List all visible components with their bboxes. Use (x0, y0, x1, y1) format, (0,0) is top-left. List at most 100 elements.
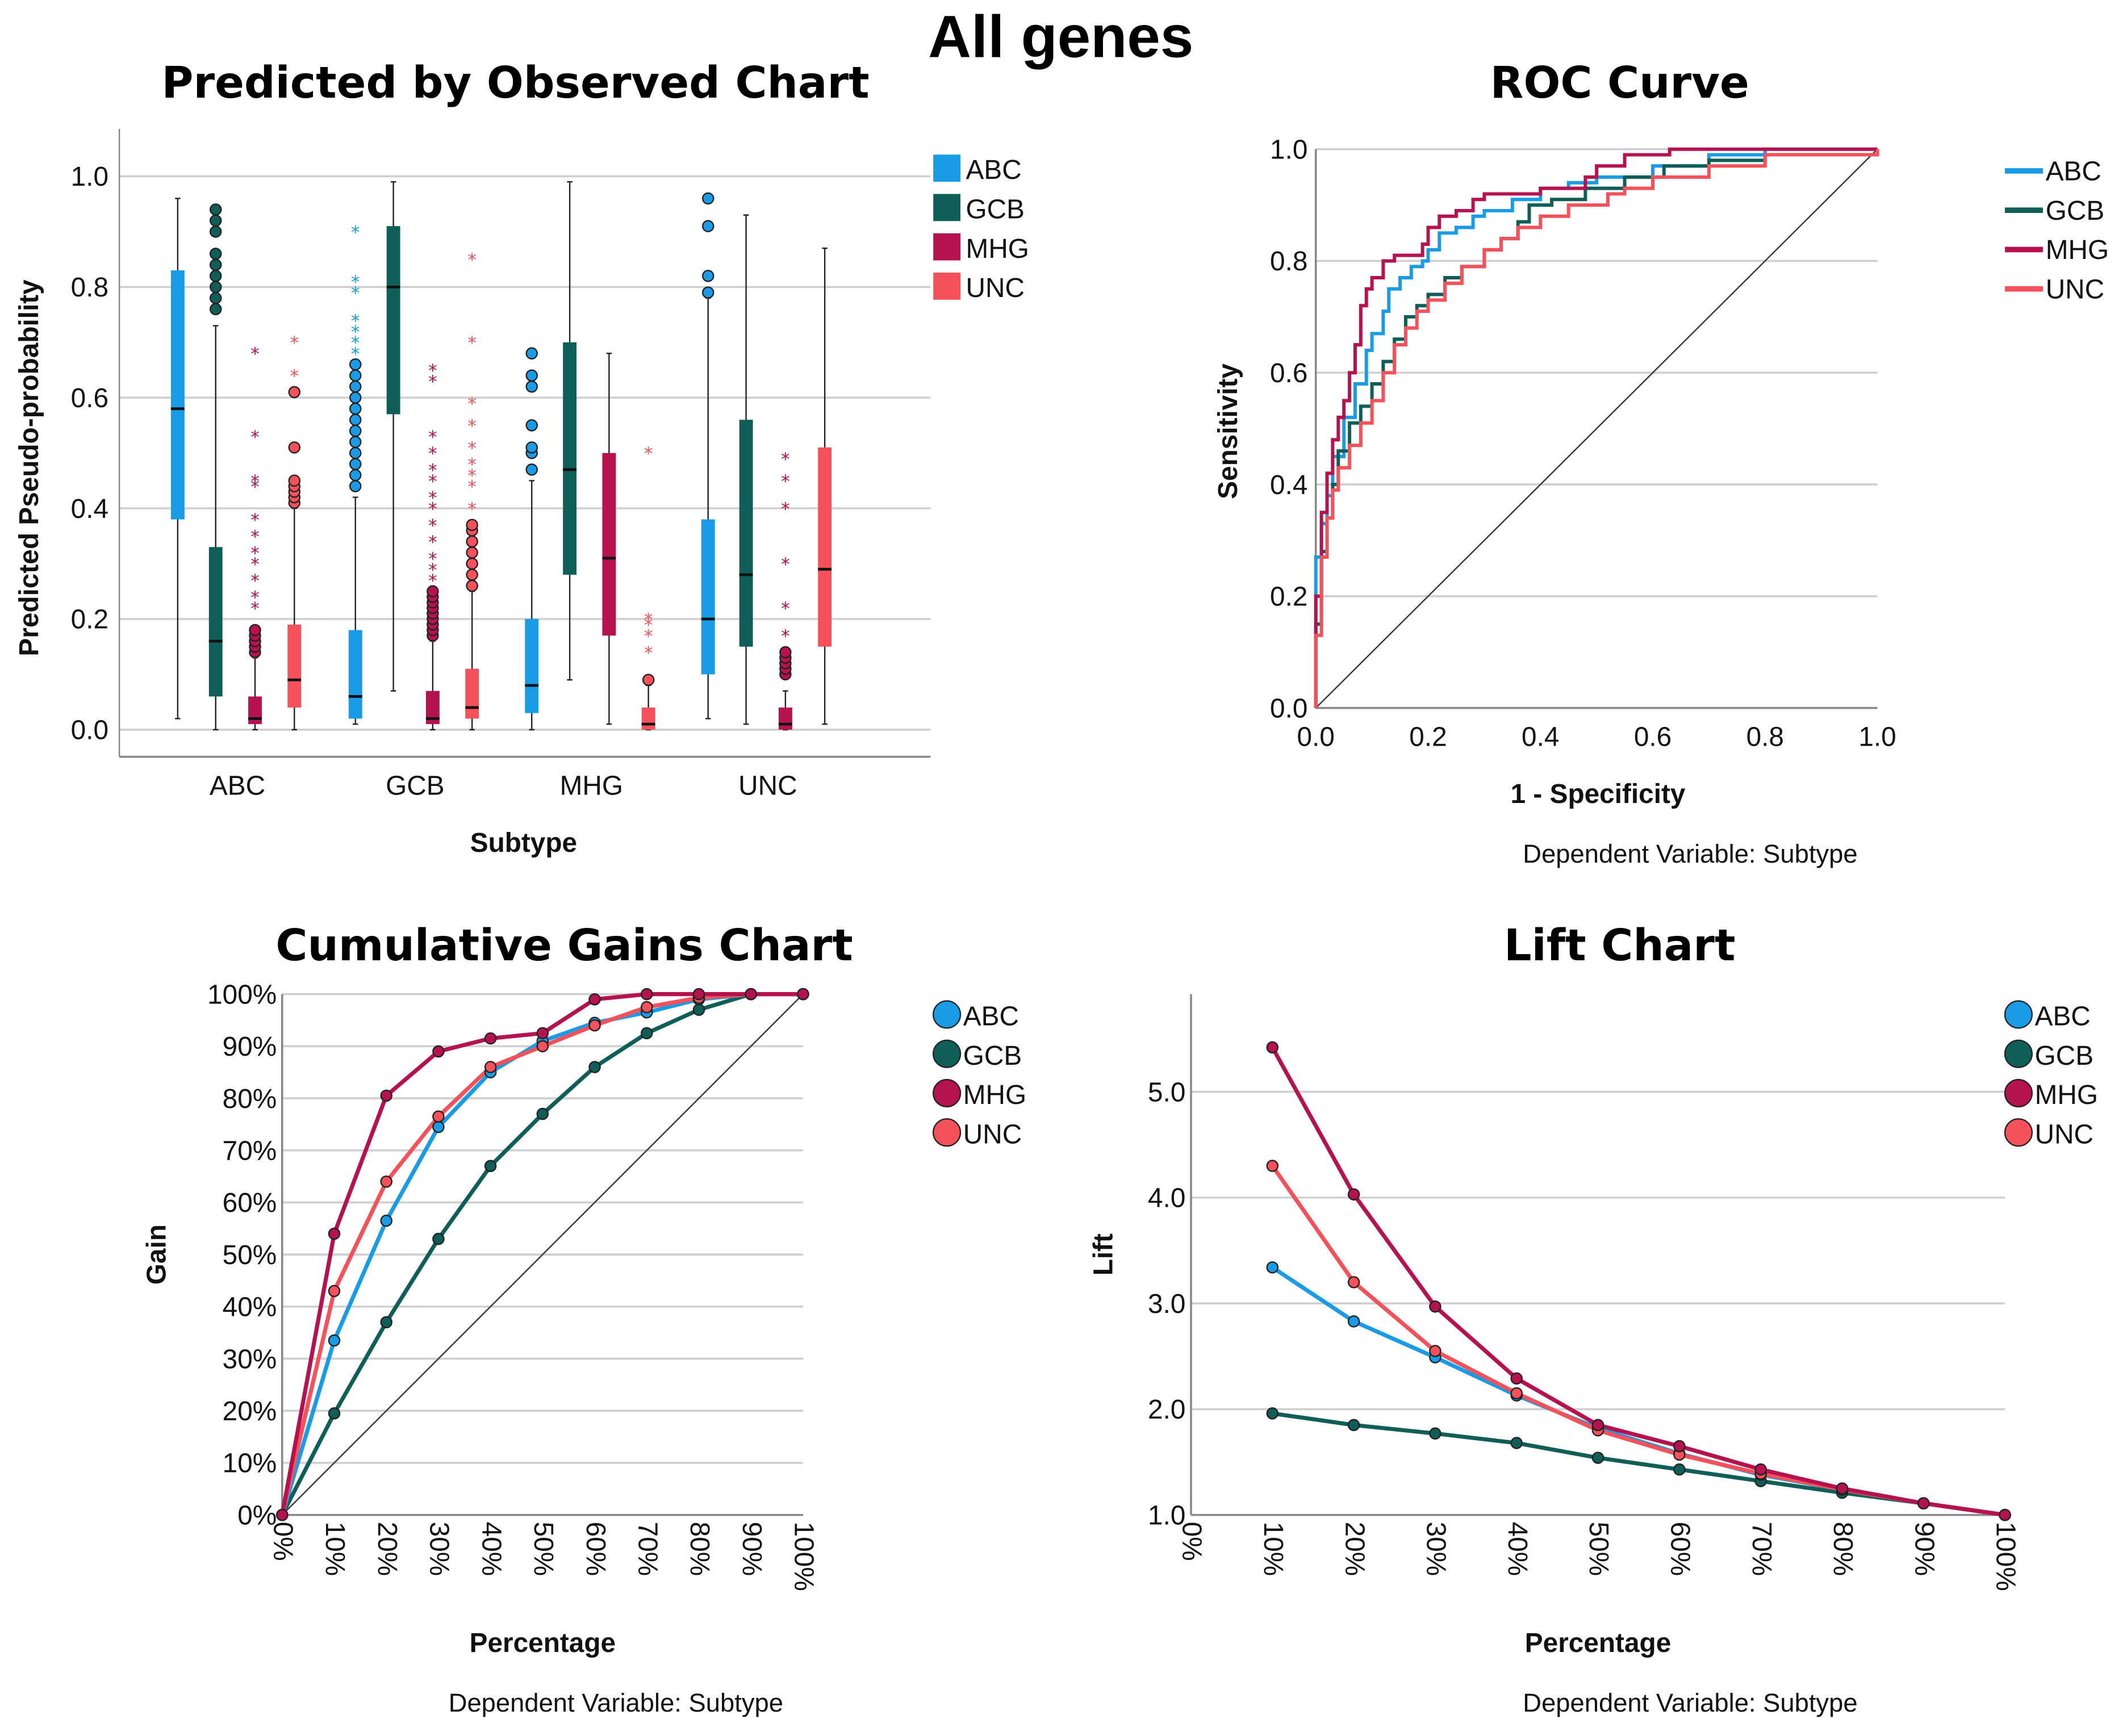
extreme-point: * (250, 555, 260, 575)
extreme-point: * (351, 273, 360, 293)
chart-title: Lift Chart (1504, 921, 1735, 971)
legend-swatch-UNC (2004, 1118, 2033, 1147)
gain-point-MHG (536, 1027, 549, 1040)
legend-swatch-UNC (933, 1118, 962, 1147)
x-tick-label: 0.2 (1409, 722, 1447, 752)
box-GCB (739, 420, 753, 647)
y-tick-label: 0.4 (71, 494, 108, 524)
y-tick-label: 20% (223, 1396, 277, 1427)
outlier-point (349, 468, 362, 482)
outlier-point (349, 424, 362, 437)
outlier-point (349, 402, 362, 415)
box-MHG (425, 691, 440, 725)
box-UNC (287, 624, 302, 708)
lift-line-MHG (1271, 1046, 2005, 1517)
box-ABC (701, 519, 715, 675)
lift-point-MHG (1510, 1372, 1523, 1385)
outlier-point (349, 446, 362, 459)
y-tick-label: 30% (223, 1344, 277, 1374)
gain-point-GCB (380, 1316, 392, 1329)
outlier-point (210, 225, 222, 238)
lift-point-MHG (1347, 1188, 1360, 1201)
y-tick-label: 2.0 (1148, 1395, 1185, 1425)
y-axis-title: Sensitivity (1213, 363, 1243, 499)
outlier-point (210, 281, 222, 294)
x-axis-title: Percentage (1525, 1628, 1671, 1658)
legend-label-UNC: UNC (2035, 1119, 2093, 1149)
lift-point-MHG (1836, 1482, 1849, 1495)
outlier-point (210, 270, 222, 282)
outlier-point (466, 518, 478, 532)
outlier-point (210, 214, 222, 227)
x-tick-label: 80% (1828, 1522, 1858, 1576)
outlier-point (701, 192, 714, 205)
outlier-point (525, 380, 538, 393)
legend-label-ABC: ABC (966, 155, 1022, 185)
extreme-point: * (250, 344, 260, 365)
box-ABC (170, 270, 185, 520)
roc-chart: ROC Curve 0.0 0.2 0.4 0.6 0.8 1.0 0.0 0.2 0.4 0.6 0… (1213, 58, 2109, 868)
outlier-point (210, 203, 222, 216)
extreme-point: * (428, 488, 437, 509)
lift-point-GCB (1429, 1427, 1441, 1440)
y-axis-title: Lift (1088, 1233, 1118, 1275)
extreme-point: * (428, 372, 437, 392)
gain-point-ABC (380, 1214, 392, 1227)
outlier-point (525, 419, 538, 432)
gain-point-GCB (641, 1027, 653, 1040)
gain-point-GCB (432, 1232, 445, 1245)
lift-point-UNC (1347, 1276, 1360, 1289)
extreme-point: * (467, 466, 477, 487)
extreme-point: * (250, 588, 260, 608)
extreme-point: * (781, 599, 790, 619)
legend-label-GCB: GCB (2035, 1041, 2093, 1071)
legend-label-ABC: ABC (2035, 1002, 2091, 1032)
gain-point-UNC (484, 1061, 497, 1073)
legend-label-ABC: ABC (963, 1002, 1019, 1032)
extreme-point: * (644, 616, 653, 636)
box-MHG (602, 453, 616, 636)
lift-point-MHG (1999, 1508, 2011, 1521)
outlier-point (466, 579, 478, 592)
legend-swatch-UNC (933, 273, 960, 300)
extreme-point: * (250, 571, 260, 592)
extreme-point: * (781, 626, 790, 647)
x-tick-label: 100% (1991, 1522, 2021, 1591)
outlier-point (210, 292, 222, 304)
box-GCB (563, 342, 577, 575)
gain-point-ABC (432, 1120, 445, 1133)
outlier-point (349, 413, 362, 426)
y-tick-label: 1.0 (71, 162, 108, 192)
x-tick-label: 60% (580, 1522, 611, 1576)
outlier-point (466, 535, 478, 548)
outlier-point (288, 386, 301, 399)
dependent-variable-note: Dependent Variable: Subtype (449, 1688, 783, 1717)
x-tick-label: 1.0 (1858, 722, 1896, 752)
extreme-point: * (351, 311, 360, 332)
extreme-point: * (351, 223, 360, 243)
x-axis-title: Subtype (470, 828, 577, 858)
y-tick-label: 0% (237, 1500, 277, 1530)
extreme-point: * (428, 461, 437, 481)
extreme-point: * (467, 394, 477, 415)
gain-point-UNC (328, 1285, 341, 1298)
gain-point-GCB (692, 1003, 705, 1016)
x-tick-label: 20% (372, 1522, 402, 1576)
y-tick-label: 0.4 (1270, 470, 1307, 500)
y-tick-label: 60% (223, 1188, 277, 1218)
lift-point-MHG (1754, 1463, 1767, 1476)
lift-point-UNC (1510, 1387, 1523, 1400)
x-tick-label: 50% (1583, 1522, 1614, 1576)
gain-point-MHG (641, 988, 653, 1001)
y-tick-label: 0.6 (71, 383, 108, 413)
x-tick-label: 0% (1177, 1522, 1207, 1561)
extreme-point: * (467, 477, 477, 497)
y-tick-label: 70% (223, 1136, 277, 1166)
extreme-point: * (428, 499, 437, 520)
outlier-point (525, 347, 538, 360)
y-tick-label: 0.8 (71, 273, 108, 303)
gain-point-MHG (432, 1045, 445, 1058)
x-tick-label: 50% (528, 1522, 558, 1576)
extreme-point: * (250, 511, 260, 531)
